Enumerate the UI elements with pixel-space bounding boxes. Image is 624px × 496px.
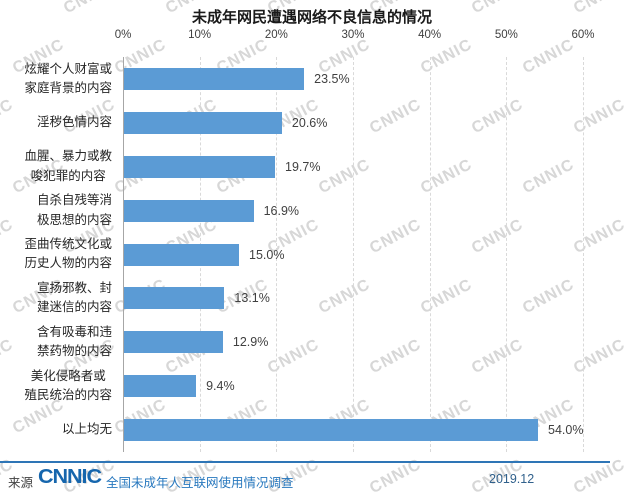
chart-title: 未成年网民遭遇网络不良信息的情况 <box>191 9 432 26</box>
value-label: 16.9% <box>263 203 300 218</box>
value-label: 9.4% <box>206 379 235 394</box>
survey-name: 全国未成年人互联网使用情况调查 <box>106 476 294 490</box>
footer: 来源 CNNIC 全国未成年人互联网使用情况调查 2019.12 <box>0 466 624 494</box>
value-label: 54.0% <box>548 423 584 438</box>
value-label: 15.0% <box>249 247 285 262</box>
bar <box>124 243 239 266</box>
value-label: 20.6% <box>291 115 328 130</box>
category-label: 歪曲传统文化或 历史人物的内容 <box>24 237 112 271</box>
category-label: 含有吸毒和违 禁药物的内容 <box>36 324 112 359</box>
x-tick-label: 30% <box>341 29 365 41</box>
source-label: 来源 <box>8 476 34 490</box>
x-tick-label: 20% <box>264 29 288 41</box>
value-label: 23.5% <box>314 71 350 86</box>
gridline <box>506 57 508 452</box>
bar <box>124 287 225 310</box>
x-tick-label: 40% <box>418 29 442 41</box>
value-label: 12.9% <box>232 335 269 350</box>
category-label: 血腥、暴力或教 唆犯罪的内容 <box>24 149 112 183</box>
category-label: 宣扬邪教、封 建迷信的内容 <box>36 281 112 315</box>
gridline <box>583 57 584 452</box>
bar <box>124 199 254 222</box>
x-tick-label: 60% <box>571 29 595 41</box>
value-axis-line <box>123 57 124 452</box>
footer-divider <box>0 461 610 463</box>
gridline <box>276 57 278 452</box>
footer-date: 2019.12 <box>489 472 535 486</box>
bar <box>124 419 538 442</box>
x-tick-label: 0% <box>114 29 132 41</box>
bar <box>124 67 305 90</box>
cnnic-logo: CNNIC <box>38 466 102 488</box>
bar <box>124 155 276 178</box>
category-label: 美化侵略者或 殖民统治的内容 <box>24 368 112 403</box>
bar <box>124 111 282 134</box>
x-tick-label: 50% <box>494 29 518 41</box>
category-label: 自杀自残等消 极思想的内容 <box>36 193 112 227</box>
gridline <box>429 57 431 452</box>
x-tick-label: 10% <box>188 29 212 41</box>
value-label: 19.7% <box>285 159 321 174</box>
value-label: 13.1% <box>234 291 270 306</box>
bar <box>124 375 197 398</box>
category-label: 淫秽色情内容 <box>36 115 112 130</box>
category-label: 以上均无 <box>61 422 112 437</box>
category-label: 炫耀个人财富或 家庭背景的内容 <box>24 61 112 95</box>
gridline <box>353 57 354 452</box>
bar <box>124 331 223 354</box>
